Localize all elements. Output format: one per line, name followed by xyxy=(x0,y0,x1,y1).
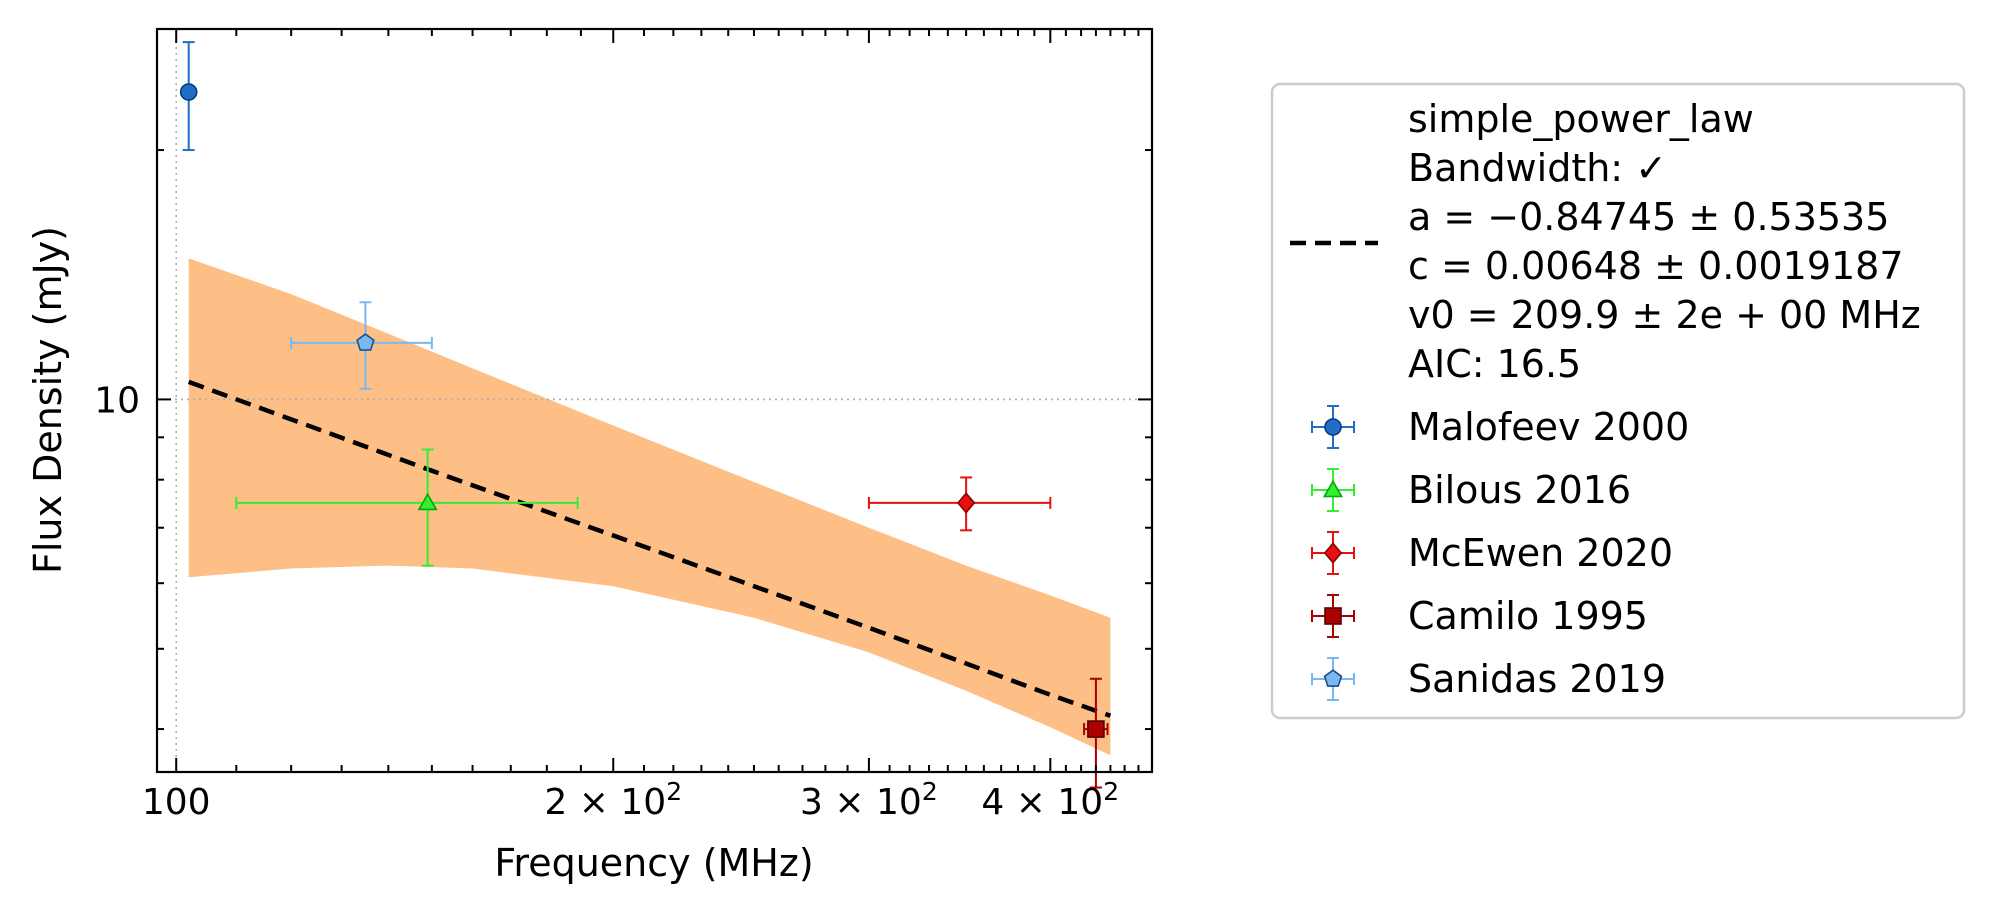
plot-frame xyxy=(155,27,1154,774)
legend-entry-camilo-1995: Camilo 1995 xyxy=(1311,594,1648,638)
series-malofeev-2000 xyxy=(179,41,198,152)
legend-marker xyxy=(1322,479,1344,498)
legend-fit-text: a = −0.84745 ± 0.53535 xyxy=(1408,195,1889,239)
legend-entry-malofeev-2000: Malofeev 2000 xyxy=(1311,405,1689,449)
fit-line xyxy=(187,379,1112,718)
data-point xyxy=(417,492,438,511)
series-bilous-2016 xyxy=(235,448,579,567)
legend-entry-bilous-2016: Bilous 2016 xyxy=(1311,468,1631,512)
legend: simple_power_law Bandwidth: ✓ a = −0.84745… xyxy=(1270,82,1966,720)
legend-fit-text: Bandwidth: ✓ xyxy=(1408,146,1667,190)
x-tick-label: 100 xyxy=(142,782,211,823)
data-point xyxy=(179,83,198,101)
legend-entry-sanidas-2019: Sanidas 2019 xyxy=(1311,657,1666,701)
x-tick-label: 3 × 102 xyxy=(800,777,938,824)
legend-fit-text: AIC: 16.5 xyxy=(1408,342,1581,386)
legend-entry-mcewen-2020: McEwen 2020 xyxy=(1311,531,1673,575)
legend-fit-text: c = 0.00648 ± 0.0019187 xyxy=(1408,244,1904,288)
series-camilo-1995 xyxy=(1083,677,1109,789)
fit-uncertainty-band xyxy=(188,258,1111,756)
y-axis-label: Flux Density (mJy) xyxy=(26,226,70,574)
x-tick-label: 2 × 102 xyxy=(544,777,682,824)
series-sanidas-2019 xyxy=(290,301,433,390)
legend-label: Bilous 2016 xyxy=(1408,468,1631,512)
legend-marker xyxy=(1323,542,1343,564)
x-axis-label: Frequency (MHz) xyxy=(494,841,813,885)
data-point xyxy=(1087,720,1105,738)
legend-label: McEwen 2020 xyxy=(1408,531,1673,575)
legend-box xyxy=(1270,82,1966,720)
data-point xyxy=(356,333,375,351)
legend-marker xyxy=(1324,607,1342,625)
plot-area: 100 2 × 102 3 × 102 4 × 102 10 xyxy=(94,27,1154,824)
legend-label: Sanidas 2019 xyxy=(1408,657,1666,701)
y-tick-label: 10 xyxy=(94,380,140,421)
legend-marker xyxy=(1323,669,1343,687)
data-point xyxy=(956,492,976,514)
series-mcewen-2020 xyxy=(867,476,1052,532)
legend-marker xyxy=(1324,418,1342,436)
legend-fit-text: v0 = 209.9 ± 2e + 00 MHz xyxy=(1408,293,1921,337)
legend-fit-text: simple_power_law xyxy=(1408,97,1754,141)
legend-label: Malofeev 2000 xyxy=(1408,405,1689,449)
x-tick-label: 4 × 102 xyxy=(981,777,1119,824)
legend-label: Camilo 1995 xyxy=(1408,594,1648,638)
